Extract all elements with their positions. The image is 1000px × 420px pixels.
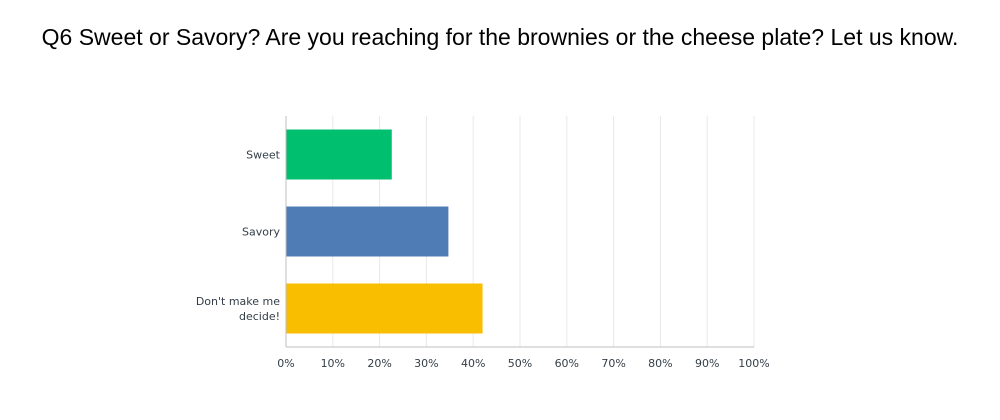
x-tick-labels: 0% 10% 20% 30% 40% 50% 60% 70% 80% 90% 100% <box>277 357 769 370</box>
bar <box>286 206 449 257</box>
chart-title: Q6 Sweet or Savory? Are you reaching for… <box>41 24 959 50</box>
x-tick-label: 70% <box>601 357 625 370</box>
x-tick-label: 0% <box>277 357 294 370</box>
category-label: Don't make me decide! <box>196 295 280 323</box>
x-tick-label: 80% <box>648 357 672 370</box>
bar <box>286 129 392 180</box>
category-label: Sweet <box>246 149 281 162</box>
x-tick-label: 40% <box>461 357 485 370</box>
x-tick-label: 60% <box>555 357 579 370</box>
x-tick-label: 30% <box>414 357 438 370</box>
category-label: Savory <box>242 226 280 239</box>
x-tick-label: 50% <box>508 357 532 370</box>
category-labels: Sweet Savory Don't make me decide! <box>196 149 281 324</box>
x-tick-label: 100% <box>738 357 769 370</box>
x-tick-label: 90% <box>695 357 719 370</box>
axes <box>285 116 754 348</box>
x-tick-label: 20% <box>367 357 391 370</box>
x-tick-label: 10% <box>321 357 345 370</box>
bars <box>286 129 483 334</box>
bar <box>286 283 483 334</box>
